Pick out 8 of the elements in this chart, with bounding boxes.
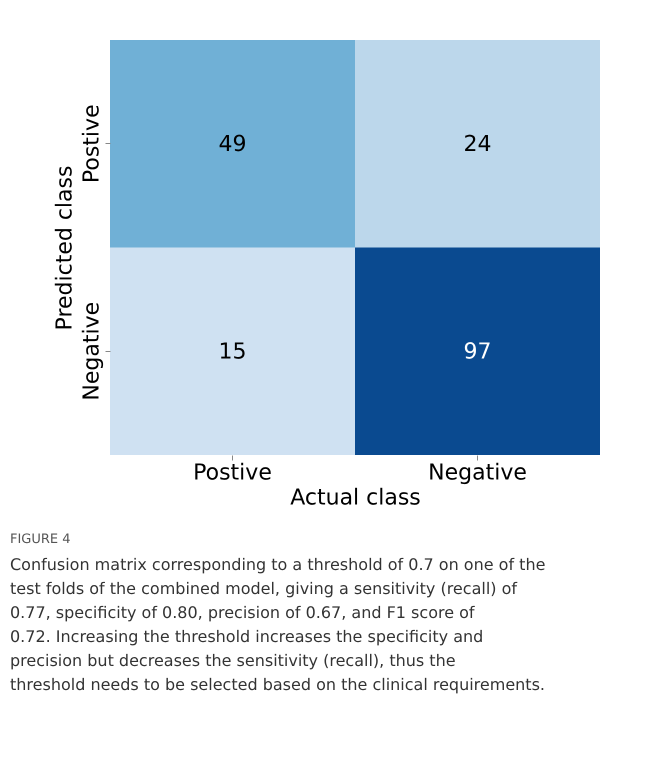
data-label: 24 xyxy=(464,132,492,157)
y-axis-title: Predicted class xyxy=(52,166,78,330)
text: Confusion matrix corresponding to a threshold of 0.7 on one of the test folds of the combined model, giving a sensitivity (recall) of 0.77, specificity of 0.80, precision of 0.67, and F1 score of 0.72. Increasing the threshold increases the specificity and precision but decreases the sensitivity (recall), thus the threshold needs to be selected based on the clinical requirements. xyxy=(10,555,546,694)
caption: FIGURE 4 xyxy=(10,532,71,547)
data-label: 97 xyxy=(464,339,492,364)
data-label: 49 xyxy=(218,132,246,157)
data-label: 15 xyxy=(218,339,246,364)
x-axis-title: Actual class xyxy=(290,486,421,510)
